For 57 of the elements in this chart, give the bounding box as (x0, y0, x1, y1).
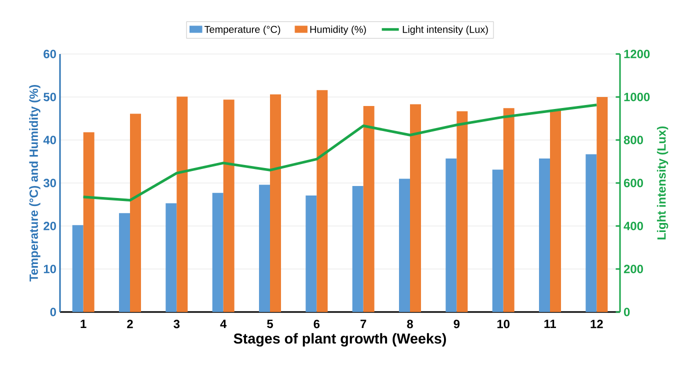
bar (83, 132, 94, 312)
x-axis-title: Stages of plant growth (Weeks) (234, 333, 446, 347)
bar (492, 170, 504, 312)
bar (399, 178, 410, 312)
bar (306, 195, 317, 312)
x-tick-label: 1 (80, 320, 86, 328)
y-tick-label: 60 (44, 50, 56, 58)
y2-tick-label: 800 (624, 136, 643, 144)
y2-tick-label: 1200 (624, 50, 650, 58)
x-tick-label: 10 (497, 320, 510, 328)
y-tick-label: 20 (44, 222, 56, 230)
y-axis-title: Temperature (°C) and Humidity (%) (29, 85, 40, 282)
x-tick-label: 6 (314, 320, 320, 328)
bar (596, 96, 608, 312)
bar (119, 213, 130, 312)
y2-tick-label: 400 (624, 222, 643, 230)
y2-tick-label: 0 (624, 308, 630, 316)
line-series (82, 104, 598, 202)
legend-label: Light intensity (Lux) (402, 26, 488, 35)
bar (586, 154, 597, 312)
x-tick-label: 8 (407, 320, 413, 328)
x-tick-label: 7 (360, 320, 366, 328)
y2-tick-label: 200 (624, 264, 643, 274)
bar (223, 100, 234, 312)
bar (539, 158, 550, 312)
y2-tick-label: 600 (624, 178, 643, 188)
legend-label: Temperature (°C) (204, 26, 280, 35)
bar (316, 90, 328, 312)
bar (212, 192, 224, 312)
x-tick-label: 3 (174, 320, 180, 328)
bar (352, 186, 364, 312)
x-tick-label: 4 (220, 320, 227, 328)
bar (446, 158, 457, 312)
bar (259, 184, 270, 312)
y-tick-label: 10 (44, 264, 56, 274)
y-tick-label: 40 (43, 136, 56, 144)
y-tick-label: 30 (43, 178, 56, 188)
bar (176, 96, 188, 312)
x-tick-label: 12 (590, 320, 603, 328)
legend-label: Humidity (%) (310, 26, 366, 35)
y-tick-label: 50 (44, 92, 56, 102)
x-tick-label: 2 (127, 320, 133, 328)
bar (550, 110, 562, 312)
y-tick-label: 0 (50, 308, 56, 316)
bar (166, 203, 177, 312)
y2-tick-label: 1000 (624, 92, 650, 102)
x-tick-label: 5 (267, 320, 273, 328)
bar (410, 104, 422, 312)
bar (72, 225, 84, 312)
bar (456, 111, 468, 312)
x-tick-label: 11 (544, 320, 556, 328)
y2-axis-title: Light intensity (Lux) (656, 126, 668, 240)
bar (363, 106, 374, 312)
bar (130, 114, 141, 312)
bar (270, 94, 282, 312)
x-tick-label: 9 (454, 320, 460, 328)
bar (503, 108, 514, 312)
